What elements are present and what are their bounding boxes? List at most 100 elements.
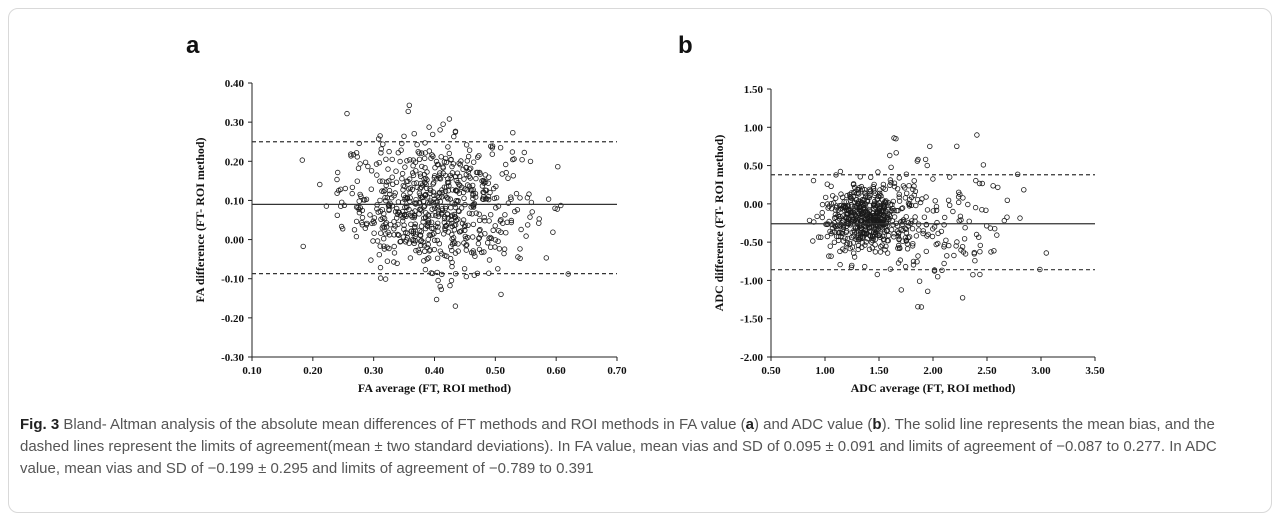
data-point: [463, 273, 469, 280]
data-point: [990, 183, 996, 189]
data-point: [953, 243, 959, 249]
y-axis-title: FA difference (FT- ROI method): [193, 137, 207, 302]
data-point: [383, 231, 389, 237]
data-point: [875, 169, 881, 175]
data-point: [492, 223, 498, 229]
data-point: [417, 171, 423, 177]
data-point: [377, 264, 384, 271]
data-point: [386, 202, 393, 209]
data-point: [837, 248, 843, 255]
data-point: [919, 196, 925, 202]
data-point: [461, 240, 467, 246]
data-point: [870, 201, 877, 208]
data-point: [970, 272, 976, 278]
data-point: [470, 182, 476, 189]
x-tick-label: 0.50: [486, 365, 506, 377]
data-point: [843, 204, 849, 210]
data-point: [950, 208, 956, 215]
data-point: [466, 147, 473, 153]
data-point: [481, 214, 487, 221]
data-point: [445, 196, 451, 202]
data-point: [468, 249, 475, 256]
data-point: [503, 169, 509, 176]
data-point: [336, 187, 342, 194]
data-point: [434, 255, 441, 261]
data-point: [529, 209, 535, 215]
data-point: [508, 217, 514, 224]
data-point: [356, 140, 362, 147]
data-point: [988, 249, 994, 255]
data-point: [385, 166, 391, 172]
data-point: [895, 207, 901, 214]
data-point: [888, 208, 894, 214]
data-point: [469, 211, 475, 217]
data-point: [536, 216, 542, 222]
data-point: [356, 209, 363, 216]
data-point: [356, 206, 362, 213]
data-point: [407, 198, 413, 204]
data-point: [893, 150, 899, 156]
data-point: [359, 222, 365, 228]
data-point: [464, 242, 470, 248]
y-axis-title: ADC difference (FT- ROI method): [712, 135, 726, 312]
data-point: [423, 191, 429, 198]
data-point: [359, 219, 365, 226]
data-point: [406, 186, 412, 192]
data-point: [435, 228, 441, 234]
data-point: [429, 152, 435, 158]
data-point: [843, 199, 849, 205]
data-point: [1004, 214, 1010, 220]
data-point: [912, 214, 918, 220]
data-point: [858, 225, 864, 231]
data-point: [418, 180, 424, 187]
data-point: [508, 219, 514, 226]
data-point: [887, 177, 894, 183]
data-point: [956, 199, 962, 206]
data-point: [444, 194, 450, 201]
data-point: [440, 121, 446, 127]
data-point: [916, 278, 923, 284]
data-point: [450, 161, 457, 167]
data-point: [452, 214, 459, 220]
data-point: [398, 238, 404, 245]
data-point: [810, 177, 817, 184]
data-point: [920, 230, 926, 237]
data-point: [879, 233, 886, 240]
data-point: [861, 186, 868, 193]
data-point: [527, 158, 534, 165]
data-point: [350, 151, 357, 158]
data-point: [818, 234, 824, 240]
data-point: [922, 156, 929, 163]
data-point: [558, 202, 564, 209]
data-point: [876, 232, 883, 239]
data-point: [403, 211, 410, 218]
data-point: [411, 180, 417, 187]
data-point: [819, 209, 825, 216]
data-point: [384, 258, 391, 264]
data-point: [858, 183, 865, 190]
data-point: [517, 255, 523, 262]
data-point: [427, 185, 433, 192]
y-tick-label: 1.00: [744, 122, 764, 134]
data-point: [439, 251, 445, 257]
data-point: [977, 248, 983, 255]
data-point: [887, 182, 893, 188]
data-point: [334, 176, 340, 183]
data-point: [910, 240, 916, 247]
data-point: [432, 205, 438, 211]
data-point: [386, 178, 392, 184]
data-point: [431, 174, 437, 181]
data-point: [445, 144, 451, 150]
data-point: [376, 251, 382, 258]
data-point: [976, 234, 982, 240]
data-point: [847, 209, 853, 215]
data-point: [435, 224, 441, 230]
data-point: [480, 177, 487, 184]
data-point: [461, 195, 467, 201]
data-point: [443, 222, 450, 229]
scatter-points: [806, 132, 1049, 310]
data-point: [399, 175, 405, 182]
data-point: [510, 173, 516, 179]
data-point: [980, 162, 987, 168]
data-point: [896, 175, 902, 181]
